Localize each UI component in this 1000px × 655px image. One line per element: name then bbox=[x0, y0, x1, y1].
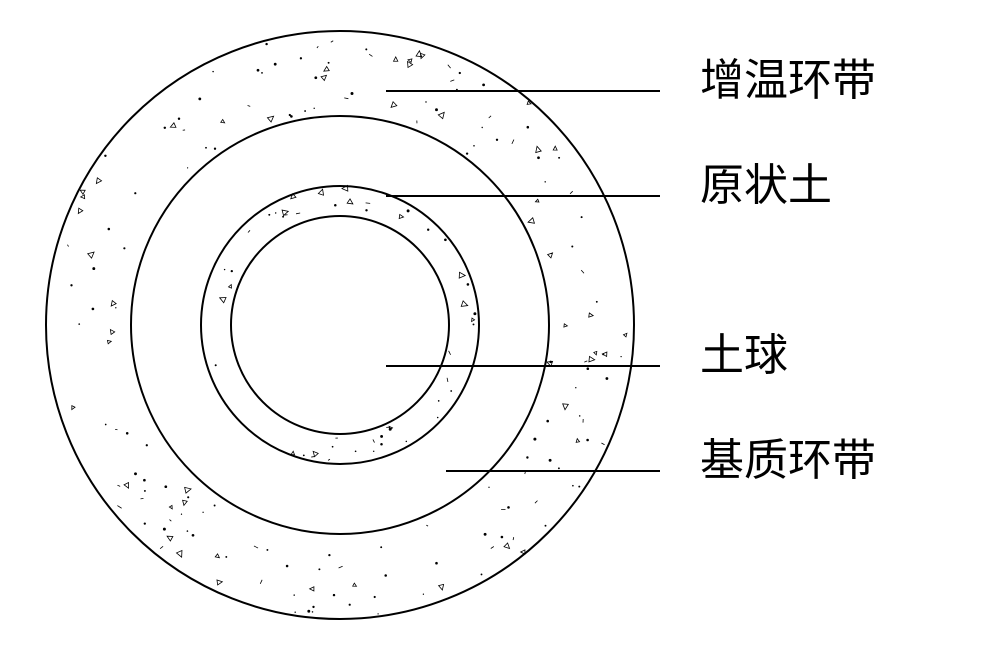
label-substrate-ring: 基质环带 bbox=[700, 424, 876, 488]
label-soil-ball: 土球 bbox=[700, 319, 788, 383]
label-warming-ring: 增温环带 bbox=[700, 44, 876, 108]
leader-line-soilball bbox=[386, 365, 660, 367]
label-undisturbed-soil: 原状土 bbox=[700, 149, 832, 213]
ring-diagram bbox=[40, 25, 640, 625]
leader-line-undisturbed bbox=[386, 195, 660, 197]
leader-line-warming bbox=[386, 90, 660, 92]
leader-line-substrate bbox=[446, 470, 660, 472]
soil-ball-circle bbox=[230, 215, 450, 435]
